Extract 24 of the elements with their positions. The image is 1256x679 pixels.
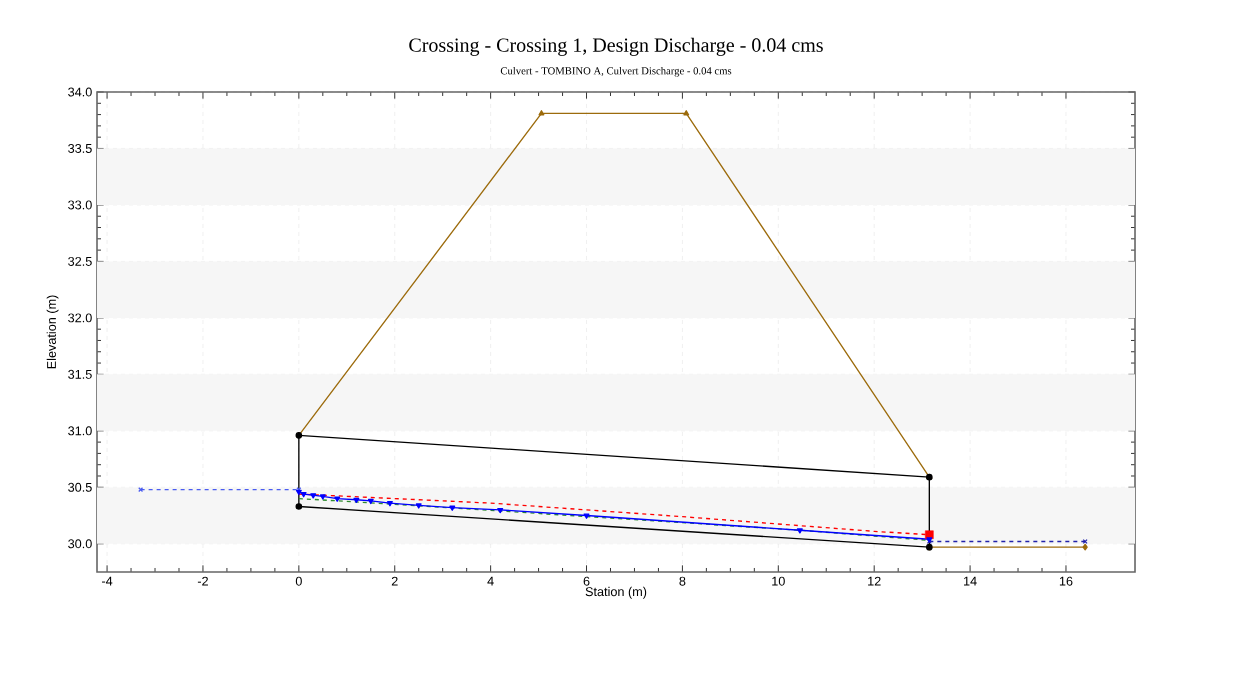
y-tick-label: 34.0 — [68, 87, 92, 97]
y-axis-title: Elevation (m) — [46, 295, 59, 369]
x-tick-label: 2 — [391, 576, 398, 586]
y-tick-label: 31.0 — [68, 426, 92, 436]
y-tick-label: 30.0 — [68, 539, 92, 549]
y-tick-label: 31.5 — [68, 369, 92, 379]
x-tick-label: 16 — [1059, 576, 1073, 586]
x-tick-label: 6 — [583, 576, 590, 586]
y-tick-label: 33.0 — [68, 200, 92, 210]
x-tick-label: 8 — [679, 576, 686, 586]
chart-subtitle: Culvert - TOMBINO A, Culvert Discharge - 0.04 cms — [500, 66, 732, 77]
x-tick-label: 10 — [772, 576, 785, 586]
x-tick-label: 4 — [487, 576, 494, 586]
x-tick-label: 14 — [964, 576, 977, 586]
y-tick-label: 32.0 — [68, 313, 92, 323]
y-tick-label: 30.5 — [68, 482, 92, 492]
y-tick-label: 32.5 — [68, 256, 92, 266]
x-tick-label: -4 — [102, 576, 113, 586]
x-tick-label: 12 — [868, 576, 881, 586]
x-tick-label: -2 — [197, 576, 208, 586]
chart-title: Crossing - Crossing 1, Design Discharge - 0.04 cms — [409, 37, 823, 56]
x-axis-title: Station (m) — [585, 586, 647, 599]
x-tick-label: 0 — [295, 576, 302, 586]
y-tick-label: 33.5 — [68, 143, 92, 153]
